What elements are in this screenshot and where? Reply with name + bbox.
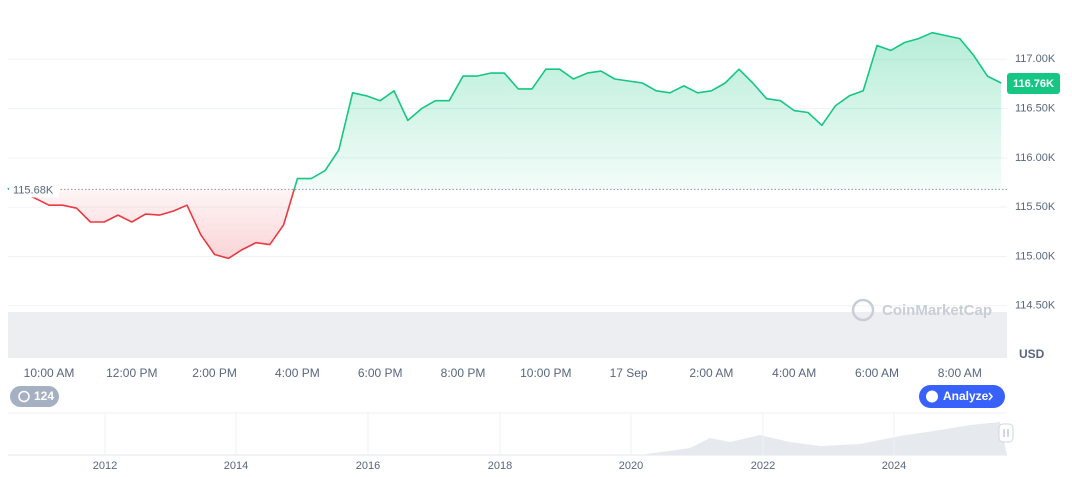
navigator-label: 2012 — [93, 460, 117, 472]
analyze-button[interactable]: Analyze — [919, 385, 1005, 408]
navigator-label: 2018 — [488, 460, 512, 472]
navigator: 2012 2014 2016 2018 2020 2022 2024 — [8, 412, 1014, 472]
x-tick-label: 4:00 PM — [275, 366, 320, 380]
baseline-label: 115.68K — [13, 184, 54, 196]
price-area — [7, 32, 1002, 259]
last-price-tag — [1007, 72, 1060, 94]
price-line — [7, 31, 1002, 260]
analyze-label[interactable]: Analyze — [943, 389, 989, 403]
y-tick-label: 116.50K — [1015, 102, 1056, 114]
history-badge[interactable]: 124 — [10, 386, 59, 407]
navigator-label: 2020 — [619, 460, 643, 472]
volume-band — [8, 312, 1007, 358]
baseline-label-bg — [9, 181, 59, 198]
navigator-label: 2016 — [356, 460, 380, 472]
x-tick-label: 17 Sep — [610, 366, 648, 380]
last-price-label: 116.76K — [1013, 78, 1054, 90]
y-tick-label: 114.50K — [1015, 300, 1056, 312]
x-tick-label: 8:00 AM — [938, 366, 982, 380]
x-tick-label: 12:00 PM — [106, 366, 157, 380]
x-tick-label: 10:00 PM — [520, 366, 571, 380]
y-unit: USD — [1019, 347, 1045, 361]
y-tick-label: 117.00K — [1015, 53, 1056, 65]
navigator-label: 2014 — [224, 460, 248, 472]
x-tick-label: 2:00 PM — [192, 366, 237, 380]
y-tick-label: 115.50K — [1015, 201, 1056, 213]
x-tick-label: 4:00 AM — [772, 366, 816, 380]
y-tick-label: 116.00K — [1015, 152, 1056, 164]
x-tick-label: 2:00 AM — [689, 366, 733, 380]
y-tick-label: 115.00K — [1015, 250, 1056, 262]
watermark-text: CoinMarketCap — [882, 302, 992, 319]
navigator-label: 2024 — [882, 460, 906, 472]
x-tick-label: 8:00 PM — [441, 366, 486, 380]
x-tick-label: 6:00 PM — [358, 366, 403, 380]
x-tick-label: 10:00 AM — [24, 366, 75, 380]
x-tick-label: 6:00 AM — [855, 366, 899, 380]
history-badge-text: 124 — [34, 389, 54, 403]
navigator-label: 2022 — [751, 460, 775, 472]
watermark: CoinMarketCap — [851, 298, 992, 322]
